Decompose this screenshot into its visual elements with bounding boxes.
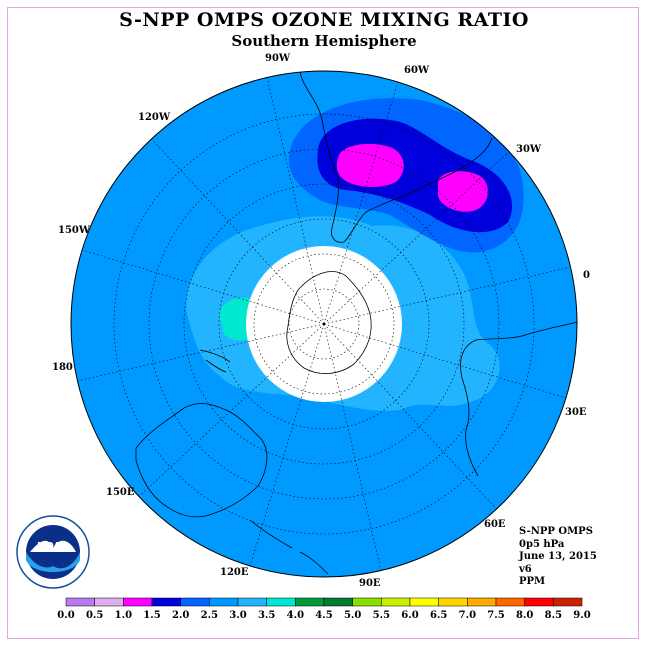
lon-label-30w: 30W — [516, 144, 542, 155]
colorbar-tick-label: 3.0 — [229, 610, 246, 621]
colorbar-swatch — [266, 597, 296, 607]
south-pole-marker — [322, 322, 326, 326]
noaa-logo: NOAA — [16, 515, 90, 589]
plot-frame — [7, 7, 639, 639]
colorbar-swatch — [553, 597, 583, 607]
colorbar-tick-label: 3.5 — [258, 610, 275, 621]
africa-coast — [460, 321, 577, 477]
info-panel: S-NPP OMPS 0p5 hPa June 13, 2015 v6 PPM — [519, 526, 597, 589]
colorbar-swatch — [524, 597, 554, 607]
info-version: v6 — [519, 563, 532, 575]
info-level: 0p5 hPa — [519, 538, 565, 550]
colorbar-tick-label: 7.0 — [459, 610, 476, 621]
colorbar: 0.0 0.5 1.0 1.5 2.0 2.5 3.0 3.5 4.0 4.5 5.0 5.5 6.0 6… — [57, 597, 591, 621]
graticule — [77, 77, 571, 571]
lon-label-150w: 150W — [58, 225, 91, 236]
map-boundary — [70, 70, 578, 578]
colorbar-swatch — [409, 597, 439, 607]
ozone-contour-1p0-b — [438, 171, 488, 212]
colorbar-swatch — [467, 597, 497, 607]
colorbar-swatch — [209, 597, 239, 607]
info-units: PPM — [519, 576, 546, 587]
lon-label-120e: 120E — [220, 567, 249, 578]
south-america-coast — [299, 71, 493, 243]
colorbar-tick-label: 8.5 — [545, 610, 562, 621]
colorbar-tick-label: 8.0 — [516, 610, 533, 621]
australia-coast — [135, 403, 268, 518]
latitude-40s — [148, 148, 500, 500]
lon-label-150e: 150E — [106, 487, 135, 498]
lon-label-30e: 30E — [565, 407, 587, 418]
lon-label-60e: 60E — [484, 519, 506, 530]
colorbar-swatch — [237, 597, 267, 607]
lon-label-90w: 90W — [265, 53, 291, 64]
lon-label-180: 180 — [52, 362, 73, 373]
colorbar-tick-label: 2.5 — [201, 610, 218, 621]
colorbar-swatch — [352, 597, 382, 607]
colorbar-swatch — [151, 597, 181, 607]
longitude-labels: 90W 60W 30W 0 30E 60E 90E 120E 150E 180 … — [52, 53, 590, 589]
lon-label-120w: 120W — [138, 112, 171, 123]
latitude-80s — [288, 288, 360, 360]
lon-label-0: 0 — [583, 270, 590, 281]
colorbar-tick-label: 4.5 — [315, 610, 332, 621]
lon-label-60w: 60W — [404, 65, 430, 76]
colorbar-swatch — [123, 597, 153, 607]
colorbar-tick-label: 6.5 — [430, 610, 447, 621]
ozone-contour-1p0-a — [336, 143, 404, 187]
noaa-logo-text: NOAA — [37, 541, 69, 552]
colorbar-tick-label: 0.0 — [57, 610, 74, 621]
colorbar-swatch — [438, 597, 468, 607]
colorbar-swatch — [94, 597, 124, 607]
map-title: S-NPP OMPS OZONE MIXING RATIO — [119, 9, 529, 31]
colorbar-tick-label: 5.5 — [373, 610, 390, 621]
colorbar-swatch — [180, 597, 210, 607]
colorbar-tick-label: 1.5 — [143, 610, 160, 621]
latitude-70s — [253, 253, 395, 395]
indonesia-islands — [249, 519, 329, 575]
new-zealand-coast — [199, 349, 231, 373]
colorbar-tick-label: 5.0 — [344, 610, 361, 621]
colorbar-tick-label: 6.0 — [401, 610, 418, 621]
colorbar-swatch — [381, 597, 411, 607]
lon-label-90e: 90E — [359, 578, 381, 589]
colorbar-swatch — [295, 597, 325, 607]
info-date: June 13, 2015 — [519, 551, 597, 562]
latitude-30s — [113, 113, 535, 535]
antarctica-outline — [286, 271, 372, 374]
colorbar-tick-label: 2.0 — [172, 610, 189, 621]
colorbar-tick-label: 4.0 — [287, 610, 304, 621]
colorbar-swatch — [65, 597, 95, 607]
colorbar-tick-label: 0.5 — [86, 610, 103, 621]
colorbar-swatch — [323, 597, 353, 607]
latitude-60s — [218, 218, 430, 430]
map-subtitle: Southern Hemisphere — [231, 32, 417, 50]
colorbar-tick-label: 1.0 — [115, 610, 132, 621]
colorbar-tick-label: 7.5 — [487, 610, 504, 621]
latitude-50s — [183, 183, 465, 465]
info-instrument: S-NPP OMPS — [519, 526, 593, 537]
colorbar-tick-label: 9.0 — [573, 610, 590, 621]
colorbar-swatch — [495, 597, 525, 607]
